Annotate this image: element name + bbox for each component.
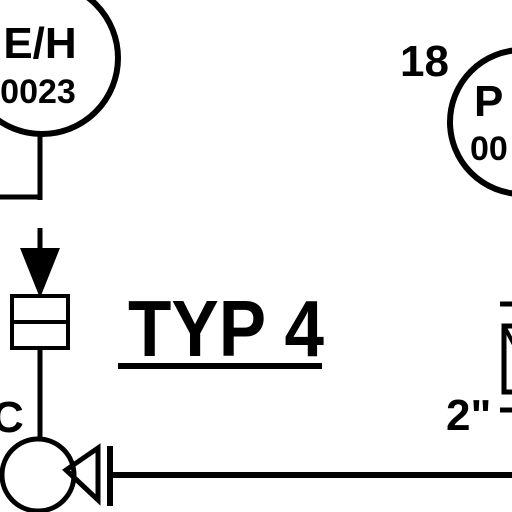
pipe-size-label: 2"	[446, 391, 491, 440]
right-instrument-number: 18	[400, 37, 449, 86]
valve-body-circle	[0, 436, 77, 512]
valve-letter: C	[0, 393, 24, 442]
arrow-head-icon	[20, 248, 60, 298]
right-instrument-bubble	[447, 47, 512, 197]
right-instrument-tag-letters: P	[474, 77, 503, 126]
left-instrument-tag-number: 0023	[0, 73, 76, 111]
right-instrument-tag-number: 00	[470, 130, 508, 168]
fitting-box	[501, 323, 512, 395]
fitting-diagonal	[502, 325, 512, 346]
typical-note: TYP 4	[128, 284, 324, 373]
valve-body-triangle	[62, 443, 101, 506]
left-instrument-tag-letters: E/H	[3, 19, 76, 68]
